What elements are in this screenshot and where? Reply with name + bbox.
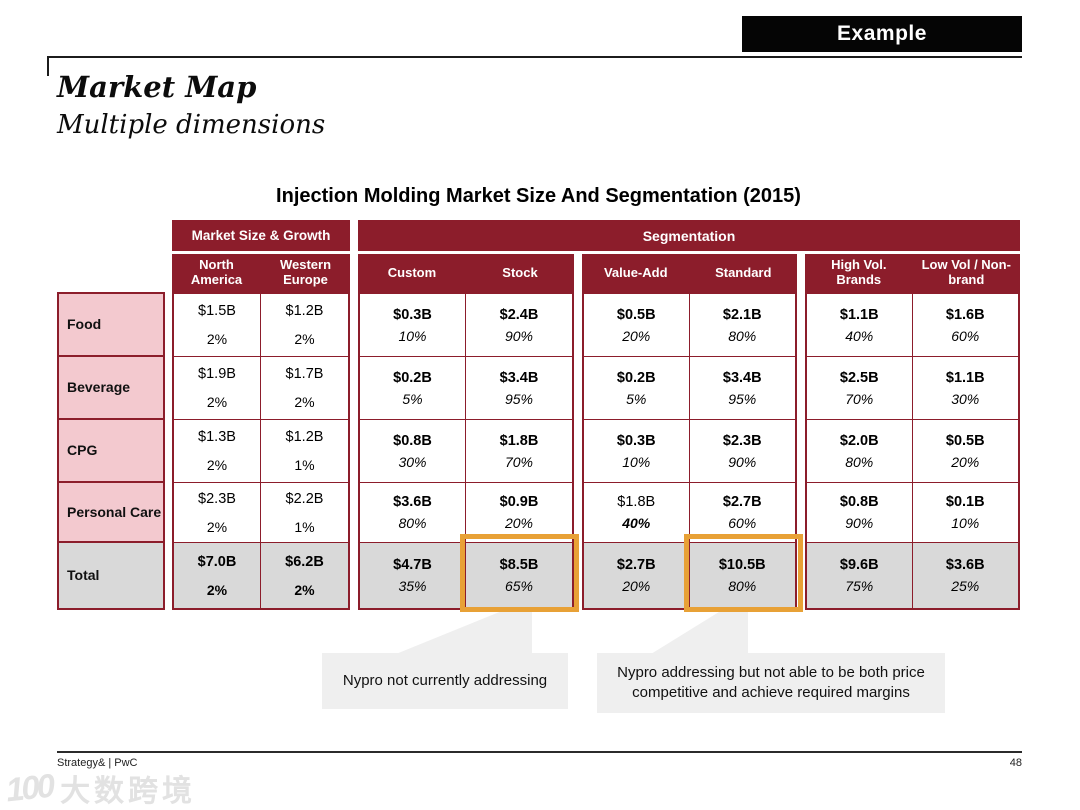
highlight-frame-standard-total	[684, 534, 803, 612]
valueadd-standard-block: $0.5B 20% $2.1B 80% $0.2B 5% $3.4B 95% $0.3B…	[582, 292, 797, 610]
table-cell-cpg-highvol: $2.0B 80%	[807, 420, 913, 483]
table-cell-total-highvol: $9.6B 75%	[807, 543, 913, 608]
subheader-custom-stock: Custom Stock	[358, 254, 574, 292]
callout-note-standard: Nypro addressing but not able to be both…	[597, 653, 945, 713]
table-cell-beverage-we: $1.7B 2%	[261, 357, 348, 420]
table-cell-cpg-we: $1.2B 1%	[261, 420, 348, 483]
footer-brand: Strategy& | PwC	[57, 757, 138, 769]
table-cell-total-we: $6.2B 2%	[261, 543, 348, 608]
table-cell-beverage-custom: $0.2B 5%	[360, 357, 466, 420]
row-label-beverage: Beverage	[59, 357, 163, 420]
table-cell-total-lowvol: $3.6B 25%	[912, 543, 1018, 608]
table-cell-beverage-na: $1.9B 2%	[174, 357, 261, 420]
column-header-stock: Stock	[502, 264, 538, 280]
group-header-market-size: Market Size & Growth	[172, 220, 350, 251]
column-header-custom: Custom	[387, 264, 437, 280]
page-title: Market Map	[57, 70, 257, 104]
table-cell-food-highvol: $1.1B 40%	[807, 294, 913, 357]
table-cell-food-lowvol: $1.6B 60%	[912, 294, 1018, 357]
column-header-low-vol-non-brand: Low Vol / Non-brand	[921, 257, 1011, 287]
table-cell-food-standard: $2.1B 80%	[689, 294, 795, 357]
callout-pointer-left	[396, 612, 532, 654]
subheader-valueadd-standard: Value-Add Standard	[582, 254, 797, 292]
row-label-personal-care: Personal Care	[59, 483, 163, 543]
table-cell-beverage-highvol: $2.5B 70%	[807, 357, 913, 420]
highvol-lowvol-block: $1.1B 40% $1.6B 60% $2.5B 70% $1.1B 30% $2.0…	[805, 292, 1020, 610]
row-label-column: Food Beverage CPG Personal Care Total	[57, 292, 165, 610]
example-badge: Example	[742, 16, 1022, 52]
table-cell-beverage-standard: $3.4B 95%	[689, 357, 795, 420]
header-rule	[47, 56, 1022, 58]
table-cell-beverage-lowvol: $1.1B 30%	[912, 357, 1018, 420]
column-header-standard: Standard	[715, 264, 772, 280]
table-cell-personalcare-custom: $3.6B 80%	[360, 483, 466, 543]
table-title: Injection Molding Market Size And Segmen…	[276, 185, 801, 207]
table-cell-beverage-valueadd: $0.2B 5%	[584, 357, 690, 420]
table-cell-cpg-custom: $0.8B 30%	[360, 420, 466, 483]
table-cell-cpg-lowvol: $0.5B 20%	[912, 420, 1018, 483]
subheader-highvol-lowvol: High Vol. Brands Low Vol / Non-brand	[805, 254, 1020, 292]
table-cell-personalcare-stock: $0.9B 20%	[466, 483, 572, 543]
column-header-high-vol-brands: High Vol. Brands	[831, 257, 887, 287]
table-cell-total-standard: $10.5B 80%	[689, 543, 795, 608]
table-cell-food-valueadd: $0.5B 20%	[584, 294, 690, 357]
table-cell-food-stock: $2.4B 90%	[466, 294, 572, 357]
page-subtitle: Multiple dimensions	[57, 110, 326, 140]
table-cell-total-na: $7.0B 2%	[174, 543, 261, 608]
table-cell-cpg-stock: $1.8B 70%	[466, 420, 572, 483]
row-label-cpg: CPG	[59, 420, 163, 483]
table-cell-total-custom: $4.7B 35%	[360, 543, 466, 608]
watermark-logo: 100	[4, 766, 54, 809]
table-cell-total-valueadd: $2.7B 20%	[584, 543, 690, 608]
table-cell-food-custom: $0.3B 10%	[360, 294, 466, 357]
table-cell-personalcare-we: $2.2B 1%	[261, 483, 348, 543]
callout-pointer-right	[651, 612, 748, 654]
table-cell-food-we: $1.2B 2%	[261, 294, 348, 357]
subheader-market: North America Western Europe	[172, 254, 350, 292]
footer-rule	[57, 751, 1022, 753]
market-size-block: $1.5B 2% $1.2B 2% $1.9B 2% $1.7B 2% $1.3B 2% …	[172, 292, 350, 610]
table-cell-cpg-na: $1.3B 2%	[174, 420, 261, 483]
row-label-total: Total	[59, 543, 163, 608]
column-header-north-america: North America	[190, 257, 243, 287]
header-corner-tick	[47, 56, 49, 76]
table-cell-personalcare-valueadd: $1.8B 40%	[584, 483, 690, 543]
custom-stock-block: $0.3B 10% $2.4B 90% $0.2B 5% $3.4B 95% $0.8B…	[358, 292, 574, 610]
table-cell-cpg-standard: $2.3B 90%	[689, 420, 795, 483]
table-cell-personalcare-na: $2.3B 2%	[174, 483, 261, 543]
watermark: 100 大数跨境	[4, 766, 197, 810]
table-cell-total-stock: $8.5B 65%	[466, 543, 572, 608]
table-cell-personalcare-lowvol: $0.1B 10%	[912, 483, 1018, 543]
table-cell-food-na: $1.5B 2%	[174, 294, 261, 357]
table-cell-personalcare-highvol: $0.8B 90%	[807, 483, 913, 543]
row-label-food: Food	[59, 294, 163, 357]
table-cell-cpg-valueadd: $0.3B 10%	[584, 420, 690, 483]
highlight-frame-stock-total	[460, 534, 579, 612]
column-header-western-europe: Western Europe	[279, 257, 332, 287]
table-cell-personalcare-standard: $2.7B 60%	[689, 483, 795, 543]
page-number: 48	[1009, 757, 1022, 769]
column-header-value-add: Value-Add	[603, 264, 668, 280]
callout-note-stock: Nypro not currently addressing	[322, 653, 568, 709]
watermark-text: 大数跨境	[60, 775, 197, 808]
group-header-segmentation: Segmentation	[358, 220, 1020, 251]
table-cell-beverage-stock: $3.4B 95%	[466, 357, 572, 420]
